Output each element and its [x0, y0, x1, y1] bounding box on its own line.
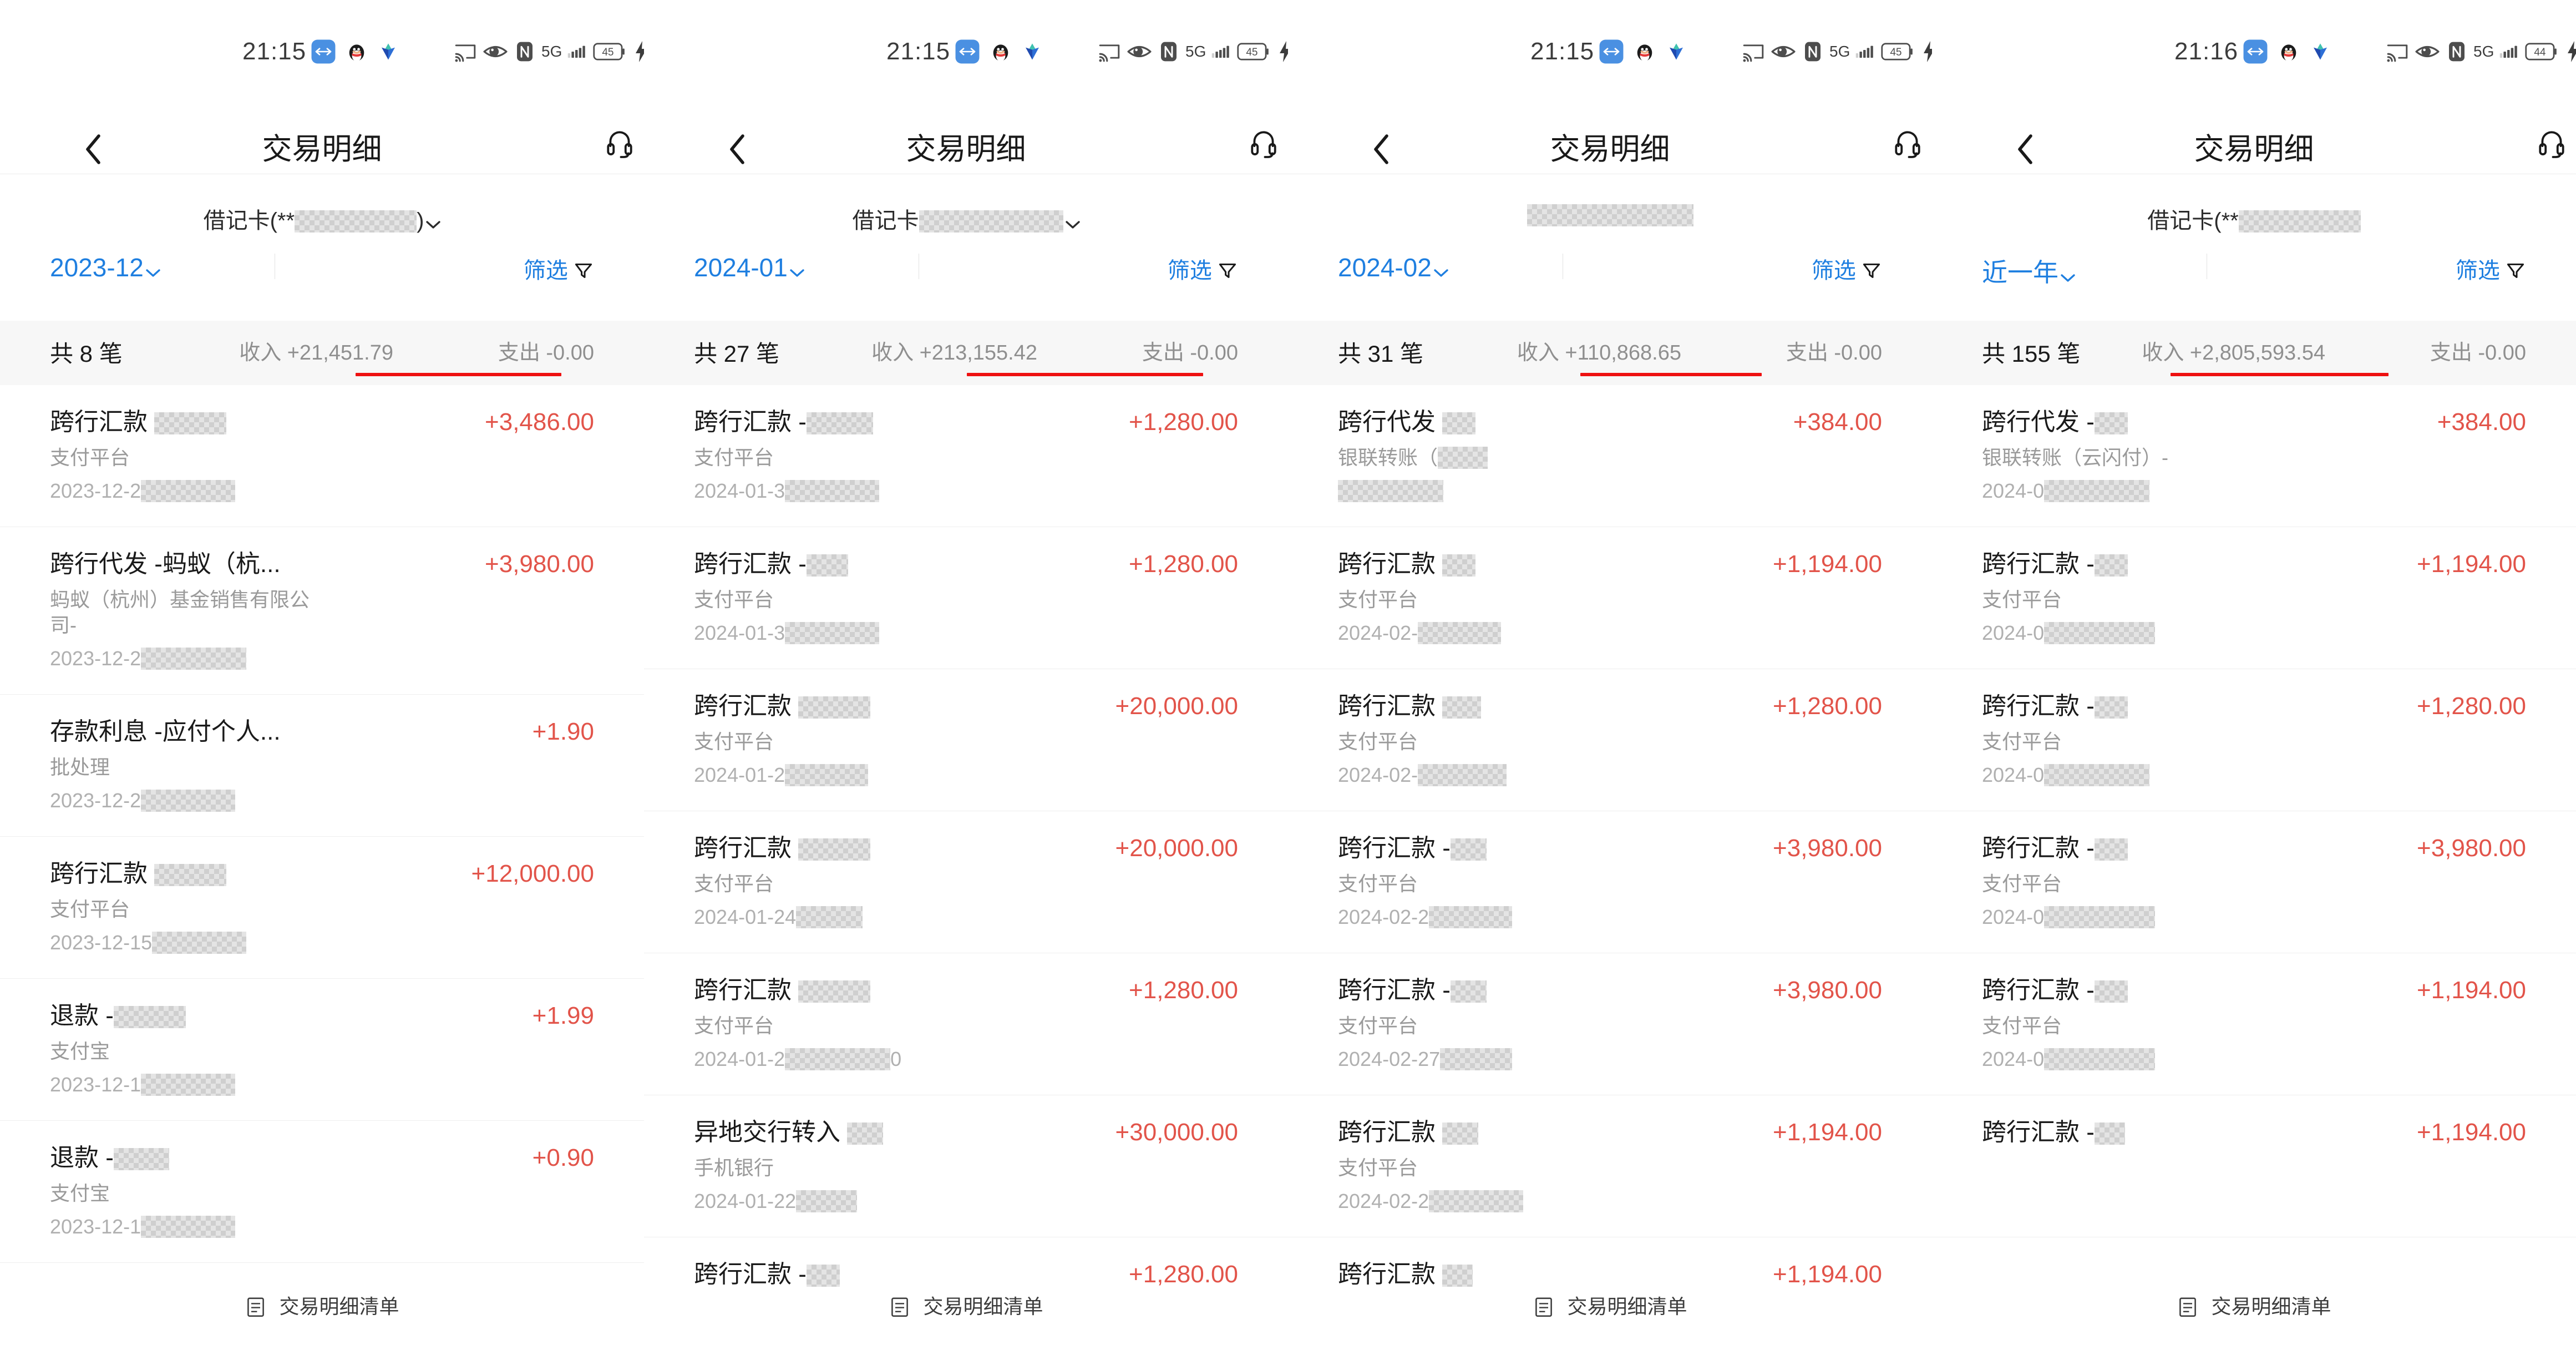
svg-text:45: 45 — [602, 47, 614, 58]
svg-text:45: 45 — [1246, 47, 1258, 58]
svg-text:45: 45 — [1890, 47, 1902, 58]
svg-text:44: 44 — [2534, 47, 2547, 58]
